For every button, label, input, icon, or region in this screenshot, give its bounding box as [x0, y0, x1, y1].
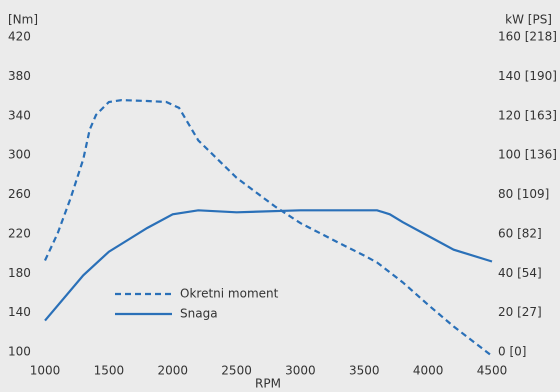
y-tick-label: 380 — [8, 69, 31, 83]
x-tick-label: 1000 — [30, 364, 61, 378]
x-tick-label: 1500 — [94, 364, 125, 378]
x-tick-label: 4500 — [477, 364, 508, 378]
x-tick-label: 4000 — [413, 364, 444, 378]
y-tick-label: 220 — [8, 226, 31, 240]
y-tick-label: 340 — [8, 108, 31, 122]
y2-tick-label: 0 [0] — [498, 345, 526, 359]
y-tick-label: 140 — [8, 305, 31, 319]
series-line — [44, 98, 493, 357]
x-tick-label: 2500 — [221, 364, 252, 378]
y2-tick-label: 40 [54] — [498, 266, 542, 280]
y2-tick-label: 160 [218] — [498, 30, 557, 44]
y-axis-label: [Nm] — [8, 13, 38, 27]
y2-tick-label: 20 [27] — [498, 305, 542, 319]
legend-label: Snaga — [180, 307, 218, 321]
y2-tick-label: 100 [136] — [498, 148, 557, 162]
y-tick-label: 420 — [8, 30, 31, 44]
y-tick-label: 300 — [8, 148, 31, 162]
y-tick-label: 260 — [8, 187, 31, 201]
x-tick-label: 3000 — [285, 364, 316, 378]
y-tick-label: 180 — [8, 266, 31, 280]
x-tick-label: 3500 — [349, 364, 380, 378]
y2-tick-label: 60 [82] — [498, 226, 542, 240]
series-line — [44, 209, 493, 322]
y2-axis-label: kW [PS] — [505, 13, 552, 27]
y2-tick-label: 140 [190] — [498, 69, 557, 83]
x-tick-label: 2000 — [157, 364, 188, 378]
y-tick-label: 100 — [8, 345, 31, 359]
legend-label: Okretni moment — [180, 287, 279, 301]
y2-tick-label: 80 [109] — [498, 187, 549, 201]
y2-tick-label: 120 [163] — [498, 108, 557, 122]
x-axis-label: RPM — [255, 377, 281, 391]
